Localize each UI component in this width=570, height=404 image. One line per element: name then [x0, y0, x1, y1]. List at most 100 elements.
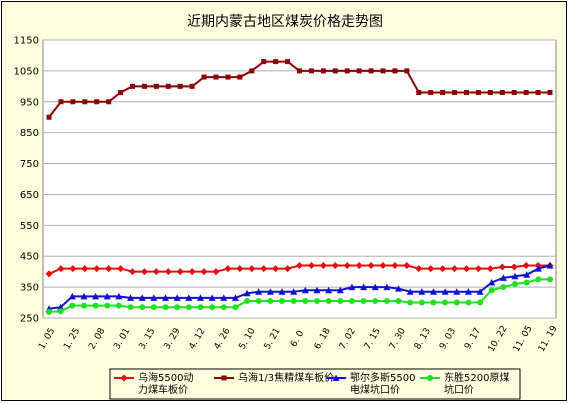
data-point [272, 265, 280, 273]
data-point [201, 74, 207, 80]
data-point [429, 288, 437, 295]
data-point [356, 68, 362, 74]
y-tick-label: 450 [20, 252, 39, 263]
legend-entry: 乌海5500动力煤车板价 [114, 371, 193, 396]
x-tick-label: 8. 13 [413, 327, 433, 352]
legend-label: 乌海5500动力煤车板价 [138, 371, 193, 396]
x-tick-label: 4. 26 [213, 326, 233, 351]
data-point [499, 274, 507, 281]
data-point [231, 294, 239, 301]
data-point [255, 288, 263, 295]
data-point [379, 261, 387, 269]
x-tick-label: 5. 10 [238, 326, 258, 351]
data-point [176, 268, 184, 276]
data-point [522, 261, 530, 269]
series-2 [46, 59, 553, 120]
data-point [464, 90, 469, 96]
data-point [127, 294, 135, 301]
data-point [451, 265, 459, 273]
data-point [93, 265, 101, 273]
data-point [285, 59, 291, 65]
data-point [511, 272, 519, 280]
data-point [336, 286, 344, 294]
data-point [355, 261, 363, 269]
data-point [313, 286, 321, 294]
data-point [103, 292, 111, 300]
data-point [81, 265, 89, 273]
data-point [418, 299, 425, 306]
data-point [395, 298, 402, 305]
series-4 [46, 276, 553, 315]
data-point [427, 375, 433, 381]
data-point [439, 265, 447, 273]
data-point [320, 68, 326, 74]
data-point [547, 90, 553, 96]
data-point [367, 261, 375, 269]
data-point [452, 90, 458, 96]
data-point [208, 294, 216, 301]
data-point [232, 304, 239, 311]
data-point [80, 302, 87, 309]
x-tick-label: 9. 17 [463, 327, 483, 352]
data-point [523, 271, 531, 278]
x-tick-label: 7. 15 [363, 327, 383, 352]
data-point [221, 375, 227, 381]
y-tick-label: 350 [20, 283, 39, 294]
data-point [92, 292, 100, 300]
data-point [153, 83, 159, 89]
data-point [260, 265, 268, 273]
data-point [117, 265, 125, 273]
data-point [391, 261, 399, 269]
x-tick-label: 9. 03 [438, 327, 458, 352]
data-point [196, 294, 204, 301]
data-point [189, 83, 195, 89]
data-point [261, 59, 267, 65]
data-point [273, 59, 279, 65]
data-point [115, 292, 123, 300]
data-point [120, 374, 128, 382]
legend-entries: 乌海5500动力煤车板价 乌海1/3焦精煤车板价 鄂尔多斯5500 电煤坑口价 东胜52… [114, 371, 509, 396]
data-point [477, 299, 484, 306]
data-point [343, 261, 351, 269]
series-1 [45, 261, 554, 278]
data-point [499, 90, 505, 96]
data-point [188, 268, 196, 276]
data-point [185, 304, 192, 311]
data-point [82, 99, 88, 105]
data-point [406, 288, 414, 295]
data-point [325, 298, 332, 305]
data-point [174, 304, 181, 311]
data-point [510, 263, 518, 271]
x-axis: 1. 05 1. 25 2. 08 3. 01 3. 15 3. 29 4. 12 4. 26… [37, 324, 560, 354]
data-point [383, 283, 391, 291]
data-point [46, 308, 52, 315]
data-point [46, 114, 52, 120]
data-point [92, 302, 99, 309]
legend-entry: 乌海1/3焦精煤车板价 [214, 371, 334, 384]
data-point [296, 261, 303, 269]
legend-label: 乌海1/3焦精煤车板价 [238, 371, 334, 384]
plot-area [42, 39, 557, 319]
data-point [360, 283, 368, 291]
x-tick-label: 11. 05 [512, 324, 535, 354]
legend-label: 鄂尔多斯5500 电煤坑口价 [350, 371, 415, 396]
series-line [48, 264, 551, 310]
data-point [209, 304, 216, 311]
data-point [224, 265, 232, 273]
data-point [547, 276, 553, 283]
data-point [68, 292, 76, 300]
data-point [488, 278, 496, 286]
legend-label: 东胜5200原煤坑口价 [444, 371, 509, 396]
x-tick-label: 6. 18 [313, 326, 333, 351]
data-point [440, 90, 446, 96]
data-point [200, 268, 208, 276]
data-point [213, 74, 219, 80]
data-point [331, 261, 339, 269]
x-tick-label: 2. 08 [87, 326, 107, 351]
data-point [266, 288, 274, 295]
x-tick-label: 3. 01 [112, 327, 132, 352]
x-tick-label: 3. 29 [162, 326, 182, 351]
data-point [141, 83, 147, 89]
data-point [380, 68, 386, 74]
x-tick-label: 3. 15 [137, 327, 157, 352]
